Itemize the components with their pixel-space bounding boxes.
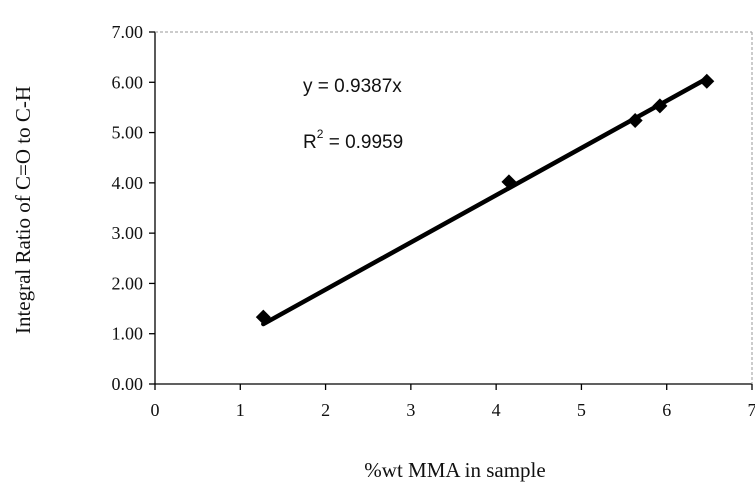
x-tick-label: 1 (236, 400, 245, 420)
y-axis-ticks: 0.00 1.00 2.00 3.00 4.00 5.00 6.00 7.00 (112, 22, 155, 394)
x-axis-ticks: 0 1 2 3 4 5 6 7 (151, 384, 755, 420)
y-tick-label: 0.00 (112, 374, 144, 394)
data-point (255, 309, 271, 325)
data-point (627, 113, 643, 129)
trendline-group (261, 76, 710, 327)
y-tick-label: 7.00 (112, 22, 144, 42)
x-axis-title: %wt MMA in sample (364, 458, 545, 482)
data-point (652, 98, 668, 114)
y-axis-title: Integral Ratio of C=O to C-H (11, 86, 35, 334)
x-tick-label: 3 (406, 400, 415, 420)
equation-annotation: y = 0.9387x (303, 76, 402, 97)
plot-frame (154, 31, 753, 385)
y-tick-label: 6.00 (112, 72, 144, 92)
data-point (501, 174, 517, 190)
y-tick-label: 2.00 (112, 273, 144, 293)
data-point (699, 73, 715, 89)
r-squared-superscript: 2 (317, 127, 324, 141)
r-squared-prefix: R (303, 132, 317, 153)
x-tick-label: 5 (577, 400, 586, 420)
x-tick-label: 0 (151, 400, 160, 420)
x-tick-label: 4 (492, 400, 501, 420)
x-tick-label: 7 (748, 400, 755, 420)
y-tick-label: 4.00 (112, 173, 144, 193)
trendline (261, 76, 710, 327)
x-tick-label: 2 (321, 400, 330, 420)
x-tick-label: 6 (662, 400, 671, 420)
y-tick-label: 3.00 (112, 223, 144, 243)
y-tick-label: 5.00 (112, 123, 144, 143)
data-points (255, 73, 715, 325)
r-squared-annotation: R2 = 0.9959 (303, 127, 403, 153)
r-squared-value: = 0.9959 (323, 132, 403, 153)
y-tick-label: 1.00 (112, 324, 144, 344)
